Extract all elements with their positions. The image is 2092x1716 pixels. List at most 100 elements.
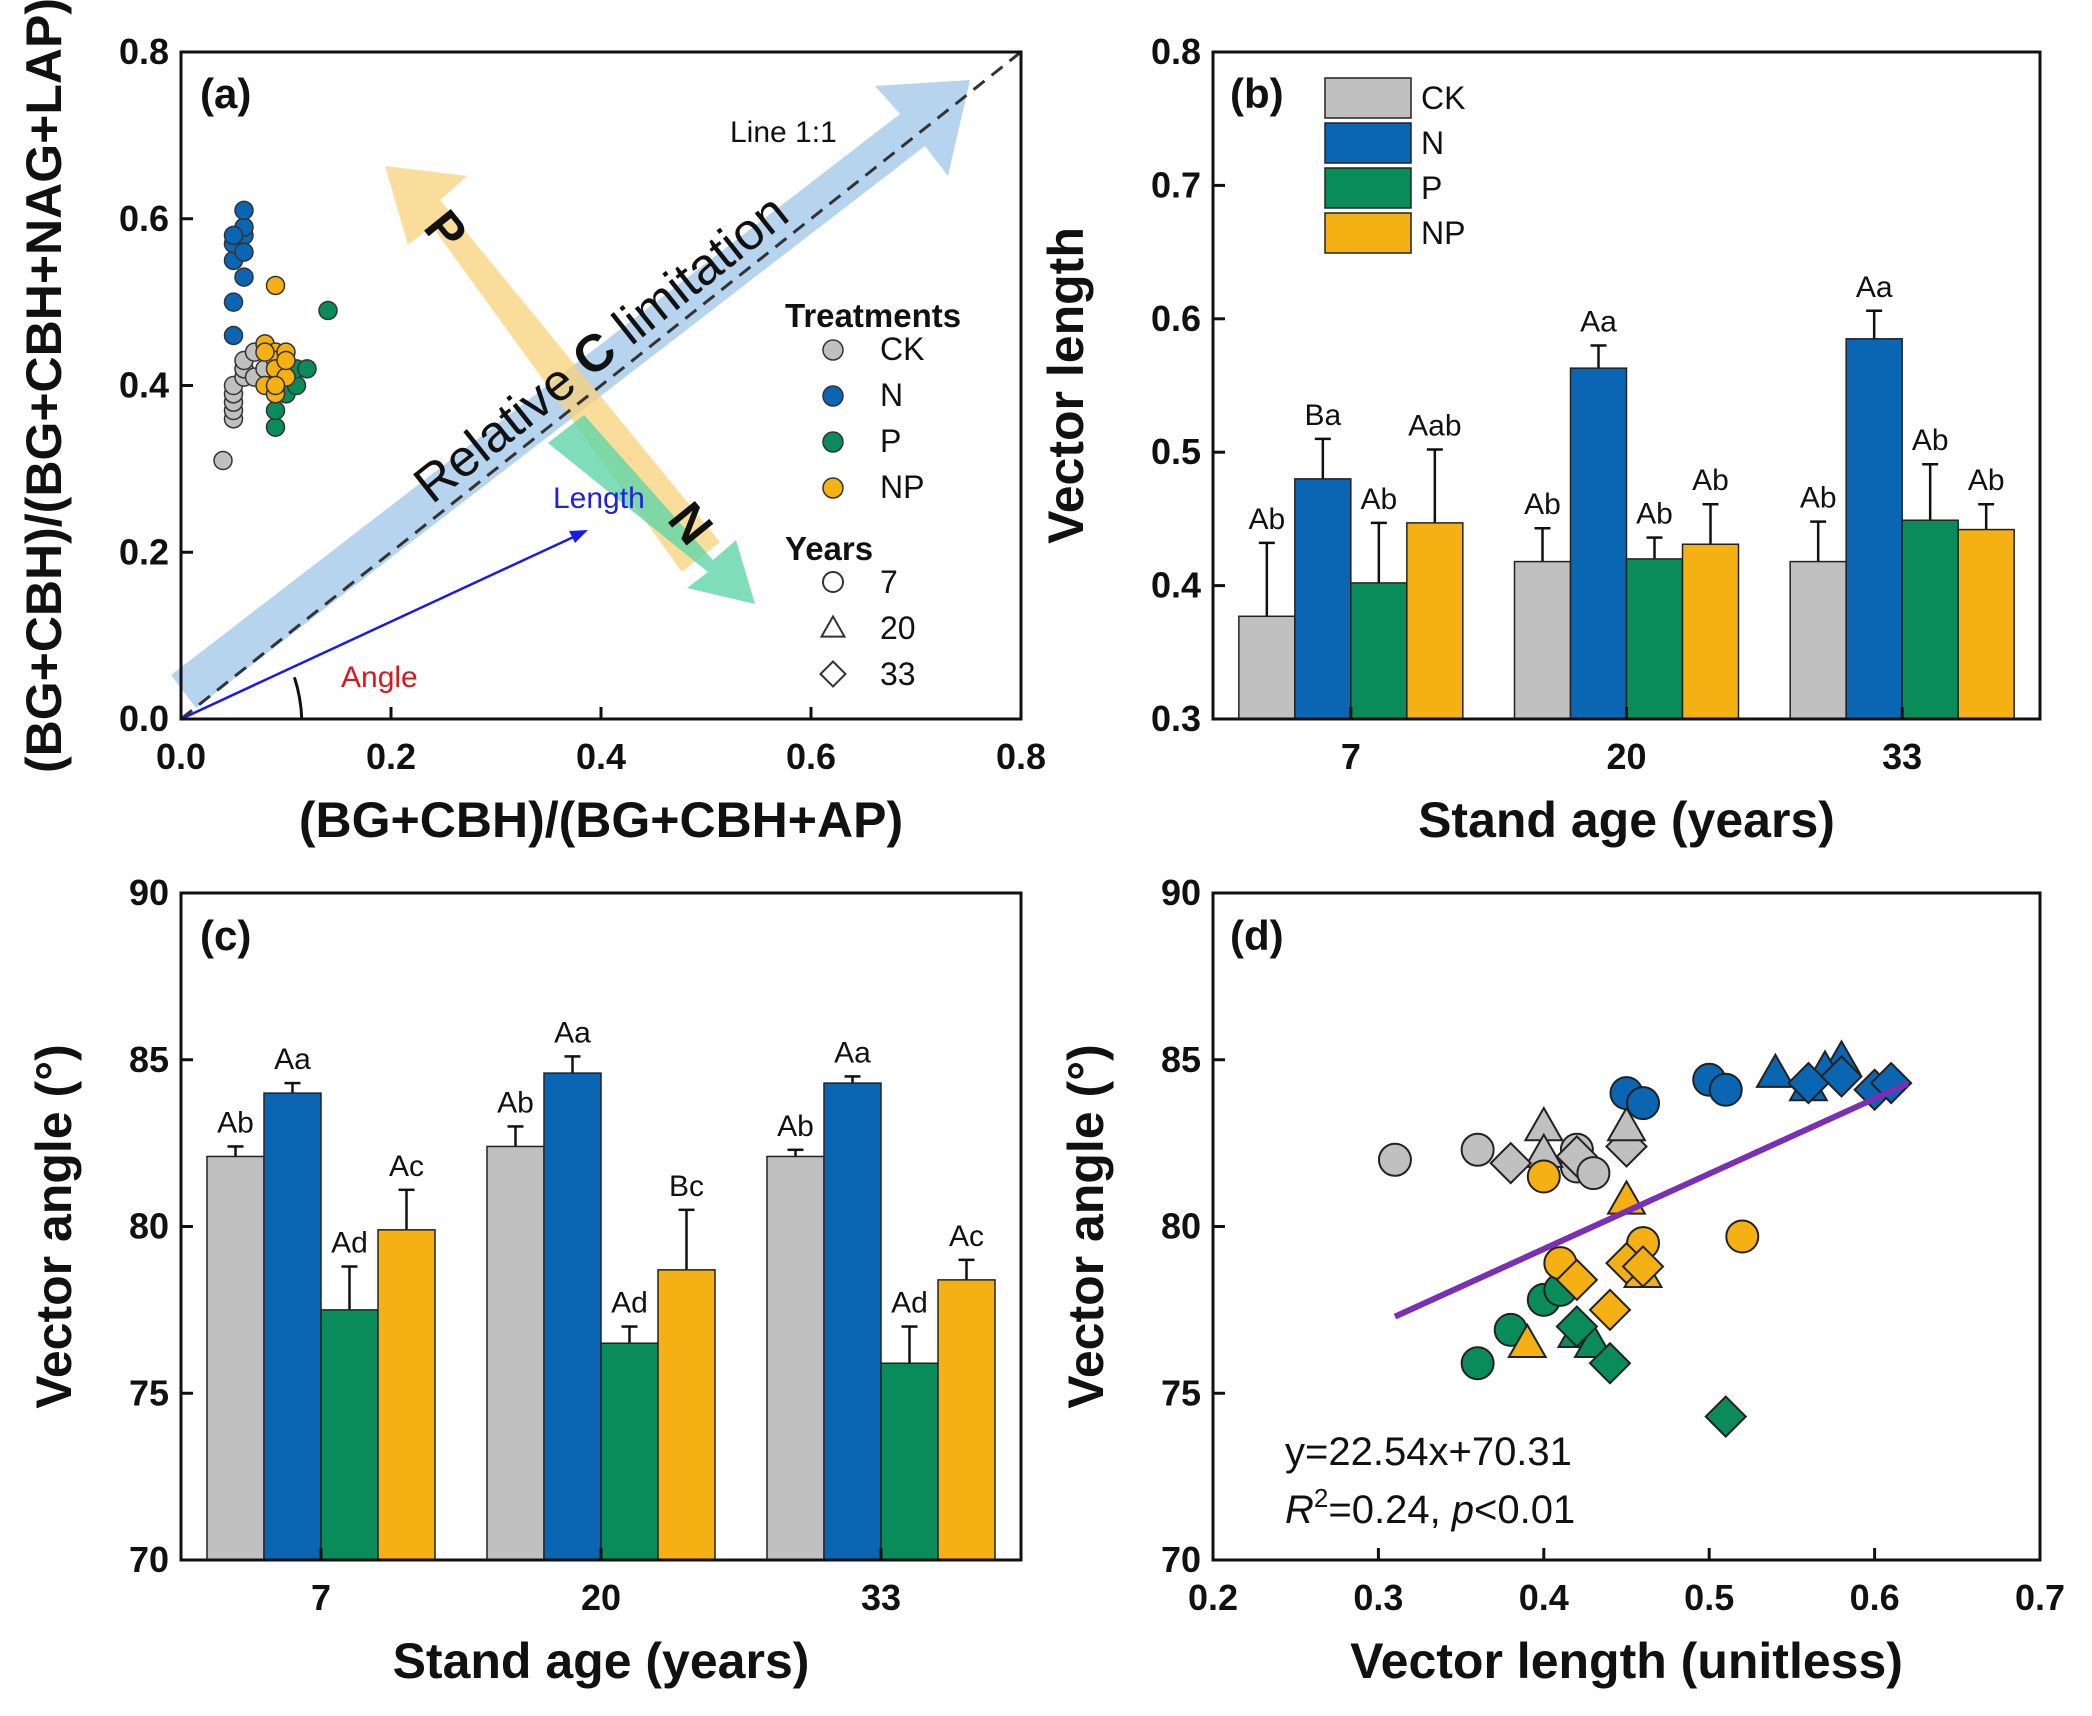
panel-b-ytick-label: 0.3 — [1151, 698, 1201, 739]
panel-b-bar-ck-20 — [1513, 560, 1572, 720]
legend-marker-year-7 — [822, 571, 844, 593]
panel-b-x-axis-title: Stand age (years) — [1418, 792, 1835, 848]
panel-b-bar-p-33 — [1901, 519, 1959, 720]
legend-marker-year-20 — [819, 614, 847, 638]
legend-label-year-7: 7 — [880, 564, 898, 600]
panel-a-axes: 0.0 0.2 0.4 0.6 0.8 0.0 0.2 0.4 0.6 0.8 (BG+CBH)/(… — [16, 0, 1046, 848]
panel-c-bar-ck-20 — [486, 1145, 545, 1561]
point-np — [1588, 1288, 1632, 1332]
point-np — [265, 275, 286, 296]
panel-d-markers — [1377, 1039, 1913, 1439]
point-p — [1573, 1322, 1614, 1359]
panel-d-ytick-label: 75 — [1161, 1372, 1201, 1413]
panel-b-ytick-label: 0.4 — [1151, 565, 1201, 606]
panel-c-axes: 70 75 80 85 90 7 20 33 Stand age (years) Vector a… — [26, 872, 901, 1689]
panel-c-bar-n-20 — [543, 1072, 602, 1561]
panel-c-bar-np-33 — [937, 1279, 996, 1561]
point-np — [255, 342, 275, 362]
point-n — [1820, 1055, 1863, 1098]
panel-b-bar-n-33 — [1845, 338, 1903, 720]
point-np — [1526, 1159, 1561, 1194]
panel-b-xtick-label: 20 — [1606, 736, 1646, 777]
panel-c-x-axis-title: Stand age (years) — [393, 1633, 810, 1689]
panel-d-xtick-label: 0.7 — [2015, 1577, 2065, 1618]
point-np — [1507, 1322, 1548, 1359]
angle-arc — [292, 676, 304, 720]
panel-d-ytick-label: 80 — [1161, 1206, 1201, 1247]
panel-c-label: (c) — [200, 912, 251, 959]
point-np — [1555, 1258, 1599, 1302]
panel-b-bar-label: Ab — [1800, 482, 1837, 515]
panel-b-bar-n-20 — [1569, 367, 1628, 720]
panel-a-ytick-label: 0.4 — [119, 365, 169, 406]
point-np — [1725, 1219, 1760, 1254]
legend-marker-year-33 — [819, 660, 847, 688]
legend-label-p: P — [880, 423, 901, 459]
panel-b-bar-label: Ab — [1968, 464, 2005, 497]
legend-label-np: NP — [1421, 215, 1465, 251]
panel-a-xtick-label: 0.0 — [156, 736, 206, 777]
panel-c-bar-label: Ac — [949, 1220, 984, 1253]
panel-d-y-axis-title: Vector angle (°) — [1058, 1044, 1114, 1409]
panel-d-ytick-label: 85 — [1161, 1039, 1201, 1080]
point-np — [265, 375, 286, 396]
panel-c-bar-ck-7 — [206, 1155, 265, 1561]
panel-a-xtick-label: 0.2 — [366, 736, 416, 777]
legend-swatch-np — [1324, 212, 1412, 254]
panel-a-markers — [213, 200, 338, 471]
panel-b-bar-label: Aa — [1580, 305, 1617, 338]
panel-c-ytick-label: 75 — [129, 1372, 169, 1413]
panel-c-bar-label: Ad — [891, 1287, 928, 1320]
panel-b-bar-label: Ab — [1692, 464, 1729, 497]
panel-a-xtick-label: 0.4 — [576, 736, 626, 777]
panel-c-ytick-label: 85 — [129, 1039, 169, 1080]
panel-d-xtick-label: 0.6 — [1850, 1577, 1900, 1618]
panel-b-legend: CK NP NP — [1324, 77, 1465, 254]
point-p — [265, 417, 286, 437]
one-to-one-line — [180, 50, 1022, 721]
panel-b-bar-ck-33 — [1789, 560, 1847, 720]
legend-label-ck: CK — [1421, 80, 1465, 116]
panel-b-bar-label: Ba — [1304, 399, 1341, 432]
panel-b-bar-label: Ab — [1912, 424, 1949, 457]
point-p — [1588, 1341, 1632, 1385]
panel-b-xtick-label: 33 — [1882, 736, 1922, 777]
panel-d-xtick-label: 0.5 — [1684, 1577, 1734, 1618]
panel-c-bar-label: Ad — [331, 1227, 368, 1260]
panel-b-bar-label: Ab — [1524, 488, 1561, 521]
panel-c-ytick-label: 80 — [129, 1206, 169, 1247]
panel-b-bar-np-7 — [1406, 522, 1464, 720]
panel-c-bar-label: Ad — [611, 1287, 648, 1320]
legend-treatments-title: Treatments — [785, 297, 961, 334]
legend-marker-ck — [822, 339, 844, 361]
panel-b-label: (b) — [1230, 70, 1284, 117]
panel-b-bar-label: Ab — [1360, 483, 1397, 516]
line-label: Line 1:1 — [730, 116, 837, 149]
point-n — [234, 242, 254, 262]
legend-marker-p — [822, 431, 844, 453]
point-ck — [1377, 1142, 1412, 1177]
legend-swatch-p — [1324, 167, 1412, 209]
point-p — [1704, 1395, 1748, 1439]
panel-d-ytick-label: 70 — [1161, 1539, 1201, 1580]
panel-c-bar-label: Bc — [669, 1170, 704, 1203]
panel-b-bars: Ab Ba Ab Aab Ab Aa Ab Ab Ab Aa Ab Ab — [1238, 271, 2015, 720]
point-np — [1621, 1245, 1665, 1288]
panel-c-bar-label: Ab — [777, 1110, 814, 1143]
panel-b-bar-label: Aab — [1408, 410, 1461, 443]
panel-a-ytick-label: 0.2 — [119, 531, 169, 572]
panel-a-arrows — [171, 50, 1022, 721]
panel-c-bar-label: Aa — [274, 1043, 311, 1076]
angle-label: Angle — [341, 661, 418, 694]
panel-b-axes: 0.3 0.4 0.5 0.6 0.7 0.8 7 20 33 Stand age (years)… — [1038, 31, 1922, 848]
point-n — [234, 267, 254, 287]
panel-b-bar-np-20 — [1681, 543, 1740, 720]
panel-a-x-axis-title: (BG+CBH)/(BG+CBH+AP) — [299, 792, 903, 848]
panel-d-x-axis-title: Vector length (unitless) — [1350, 1633, 1903, 1689]
legend-label-p: P — [1421, 170, 1442, 206]
length-vector — [180, 532, 581, 721]
panel-c-xtick-label: 20 — [581, 1577, 621, 1618]
panel-c-bar-label: Ac — [389, 1150, 424, 1183]
panel-c-bar-label: Ab — [497, 1086, 534, 1119]
point-n — [223, 225, 244, 246]
